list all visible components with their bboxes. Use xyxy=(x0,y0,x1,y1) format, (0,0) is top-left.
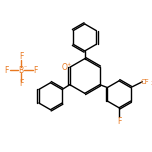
Text: O: O xyxy=(62,63,68,72)
Text: F: F xyxy=(117,117,121,126)
Text: +: + xyxy=(67,62,71,67)
Text: F: F xyxy=(19,79,23,88)
Text: CF: CF xyxy=(141,79,150,85)
Text: F: F xyxy=(33,66,38,75)
Text: –: – xyxy=(23,64,27,69)
Text: 3: 3 xyxy=(150,81,152,86)
Text: F: F xyxy=(19,52,23,61)
Text: F: F xyxy=(5,66,9,75)
Text: B: B xyxy=(19,66,24,75)
